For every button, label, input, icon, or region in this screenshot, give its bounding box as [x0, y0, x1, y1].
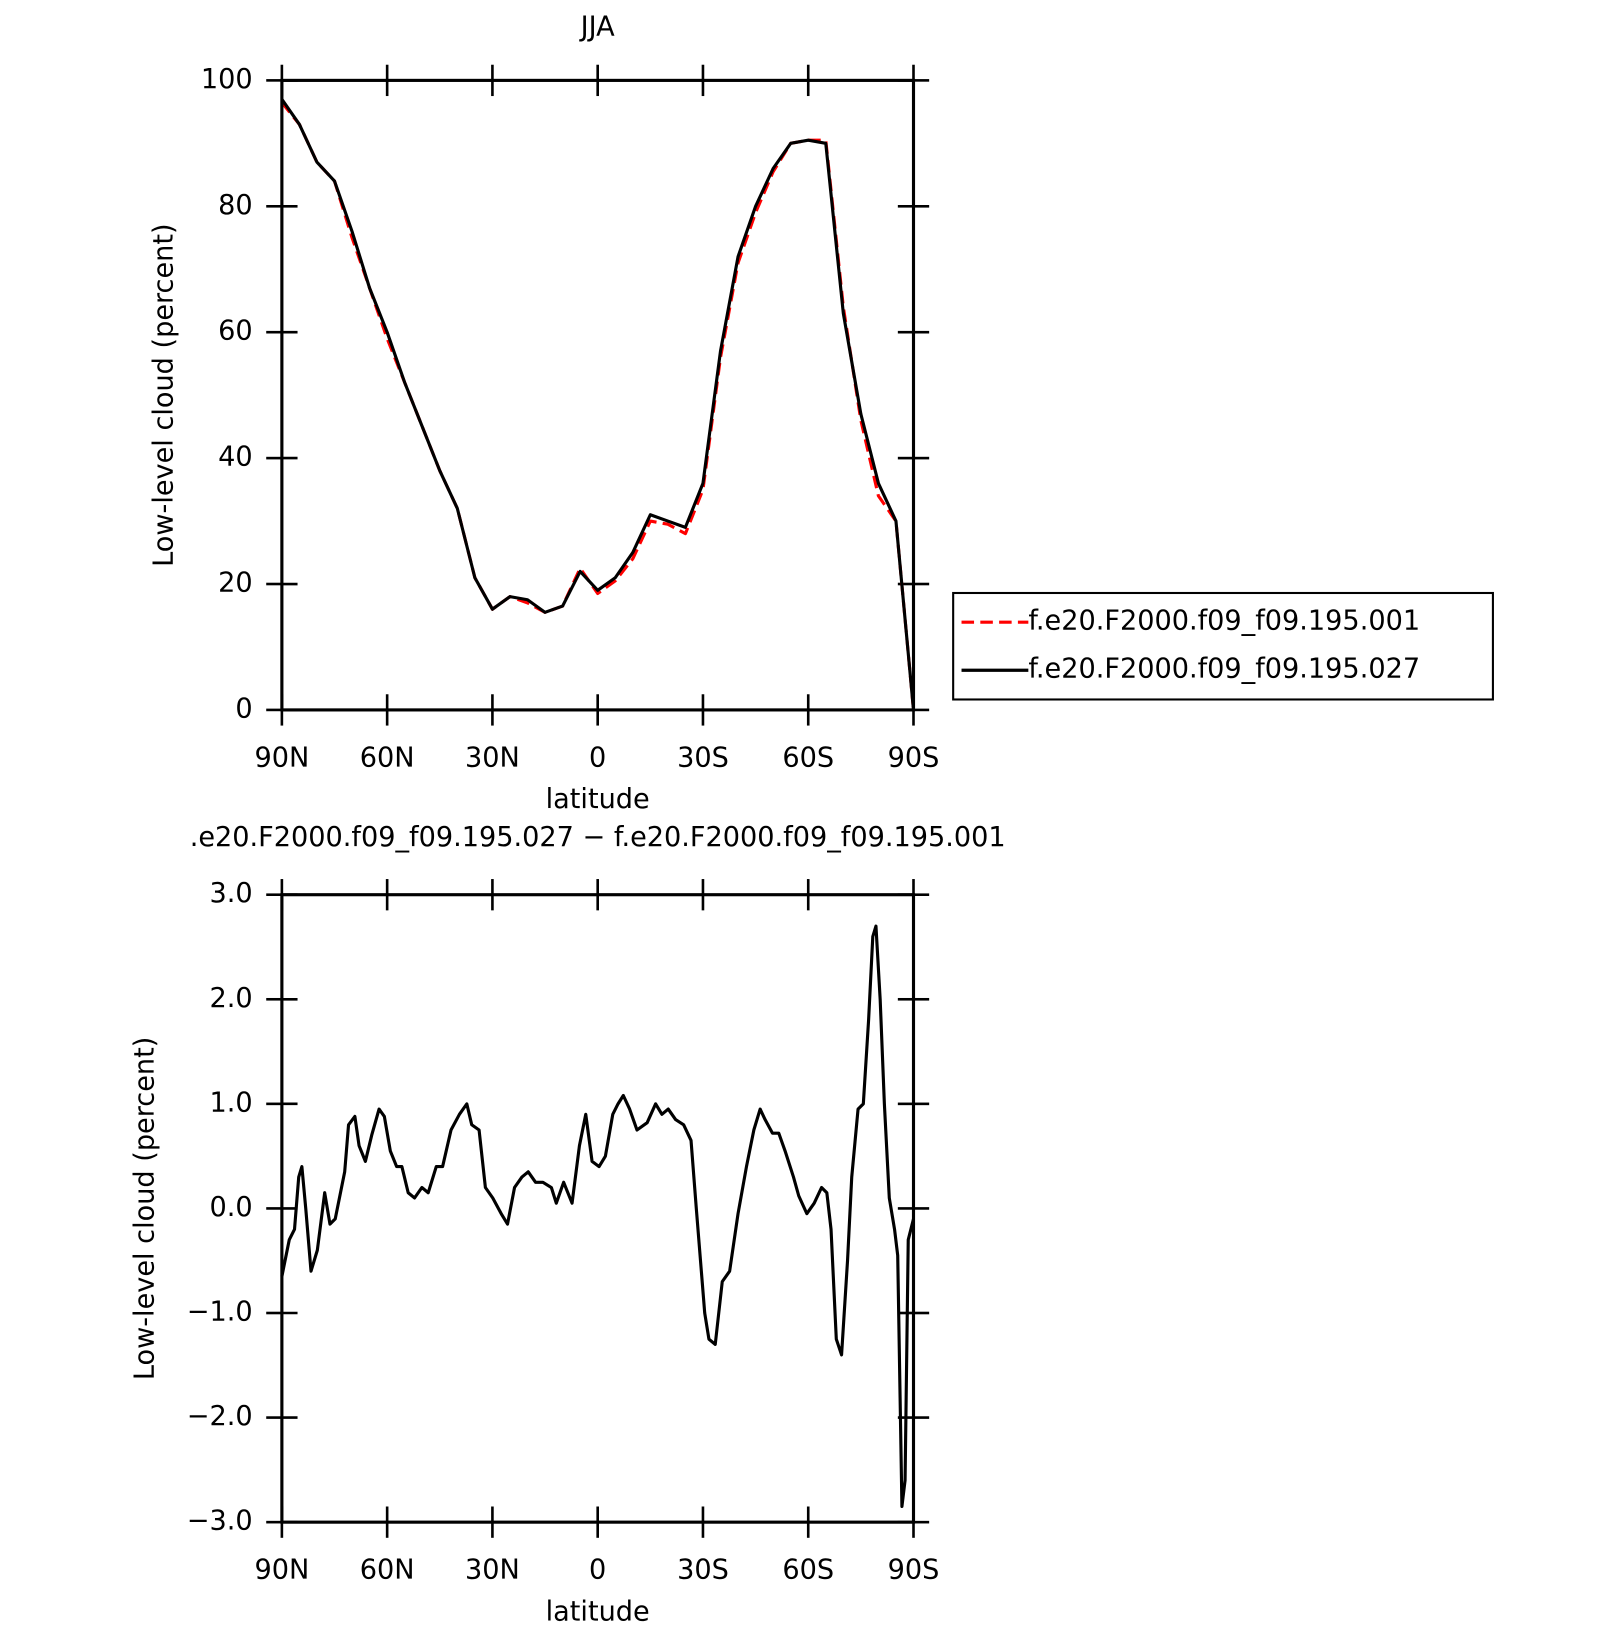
x-axis-label: latitude: [546, 1596, 650, 1627]
x-tick-label: 90N: [254, 742, 309, 773]
y-tick-label: 0.0: [210, 1192, 253, 1223]
x-tick-label: 30S: [677, 742, 729, 773]
y-tick-label: 40: [218, 442, 253, 473]
chart-title: .e20.F2000.f09_f09.195.027 − f.e20.F2000…: [190, 822, 1006, 853]
x-tick-label: 60S: [782, 742, 834, 773]
x-tick-label: 0: [589, 1555, 606, 1586]
plot-frame: [280, 78, 916, 712]
x-tick-label: 90S: [888, 1555, 940, 1586]
x-tick-label: 90S: [888, 742, 940, 773]
series-line: [280, 98, 916, 711]
series-line: [280, 924, 916, 1509]
chart-title: JJA: [579, 12, 616, 43]
y-tick-label: 100: [201, 64, 253, 95]
figure-group: JJA 0 20 40 60 80 100 90N 60N 30N 0 30S 60S 90S latitu…: [130, 12, 1494, 1627]
y-axis-label: Low-level cloud (percent): [148, 223, 179, 566]
legend-box: [952, 591, 1494, 701]
x-tick-label: 60N: [360, 1555, 415, 1586]
y-tick-label: 80: [218, 190, 253, 221]
x-tick-label: 0: [589, 742, 606, 773]
x-axis-label: latitude: [546, 784, 650, 815]
legend-label: f.e20.F2000.f09_f09.195.001: [1028, 606, 1420, 637]
y-tick-label: 60: [218, 316, 253, 347]
x-tick-label: 30N: [465, 1555, 520, 1586]
y-tick-label: −3.0: [187, 1506, 253, 1537]
y-tick-label: 3.0: [210, 878, 253, 909]
series-line: [280, 101, 916, 711]
y-tick-label: 20: [218, 568, 253, 599]
plot-frame: [280, 893, 916, 1524]
y-tick-label: 2.0: [210, 983, 253, 1014]
y-tick-label: −2.0: [187, 1401, 253, 1432]
legend-label: f.e20.F2000.f09_f09.195.027: [1028, 654, 1420, 685]
x-tick-label: 60S: [782, 1555, 834, 1586]
x-tick-label: 30S: [677, 1555, 729, 1586]
x-tick-label: 60N: [360, 742, 415, 773]
y-tick-label: 1.0: [210, 1087, 253, 1118]
y-axis-label: Low-level cloud (percent): [130, 1037, 161, 1380]
y-tick-label: −1.0: [187, 1297, 253, 1328]
x-tick-label: 90N: [254, 1555, 309, 1586]
y-tick-label: 0: [235, 693, 252, 724]
x-tick-label: 30N: [465, 742, 520, 773]
